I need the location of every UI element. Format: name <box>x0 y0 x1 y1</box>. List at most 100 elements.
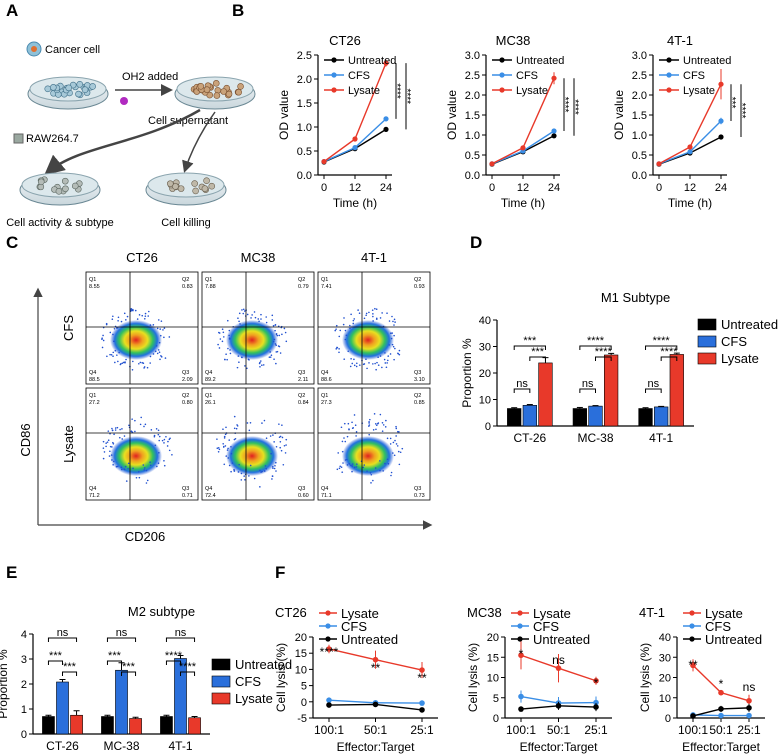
data-point-lysate <box>690 662 696 669</box>
flow-event <box>279 440 282 443</box>
flow-event <box>343 422 346 425</box>
data-point-lysate <box>419 667 425 673</box>
flow-event <box>224 445 227 447</box>
significance-bracket <box>660 356 678 361</box>
y-tick-label: 5 <box>493 693 499 705</box>
flow-event <box>143 469 146 471</box>
y-tick-label: 2.0 <box>632 90 647 102</box>
flow-event <box>271 319 274 321</box>
flow-quadrant-value: Q4 <box>321 486 328 492</box>
significance-bracket <box>645 345 678 350</box>
flow-event <box>372 313 374 315</box>
y-tick-label: 1.0 <box>297 122 312 134</box>
chart-title: MC38 <box>467 605 502 620</box>
flow-quadrant-value: 0.83 <box>182 284 193 290</box>
bar-untreated <box>42 716 55 735</box>
flow-quadrant-value: 27.3 <box>321 400 332 406</box>
legend-label: Lysate <box>533 606 571 621</box>
flow-event <box>345 334 348 337</box>
dish-cell <box>220 88 227 95</box>
legend-label: Lysate <box>516 85 548 97</box>
dish-cell <box>197 83 205 90</box>
flow-event <box>379 355 382 357</box>
data-point-lysate <box>593 677 599 684</box>
data-point-lysate <box>321 158 327 165</box>
flow-event <box>265 467 268 470</box>
y-axis-label: Cell lysis (%) <box>274 643 288 712</box>
flow-event <box>217 343 219 346</box>
flow-event <box>351 465 354 467</box>
flow-event <box>260 313 262 316</box>
flow-event <box>223 463 226 466</box>
flow-event <box>276 334 279 337</box>
flow-event <box>221 328 224 331</box>
flow-event <box>249 421 252 424</box>
flow-event <box>353 364 356 367</box>
flow-quadrant-value: Q3 <box>182 370 189 376</box>
flow-event <box>263 419 266 422</box>
flow-event <box>357 309 359 311</box>
dish-cell <box>172 183 179 190</box>
flow-event <box>101 346 104 349</box>
flow-event <box>112 315 114 318</box>
flow-event <box>278 423 280 425</box>
flow-event <box>285 438 288 441</box>
legend-swatch <box>697 318 717 331</box>
flow-event <box>385 366 388 369</box>
flow-event <box>337 452 340 454</box>
legend-marker <box>666 57 672 63</box>
data-point-untreated <box>326 702 332 708</box>
significance-label: ns <box>57 627 69 639</box>
x-tick-label: 100:1 <box>506 723 536 737</box>
flow-event <box>368 311 370 314</box>
legend-swatch <box>211 675 231 688</box>
data-point-lysate <box>718 689 724 696</box>
significance-label: *** <box>108 650 122 662</box>
significance-label: *** <box>49 650 63 662</box>
flow-quadrant-value: 27.2 <box>89 400 100 406</box>
flow-event <box>121 438 123 440</box>
flow-event <box>395 427 398 430</box>
flow-event <box>157 433 160 436</box>
y-tick-label: 2.5 <box>632 70 647 82</box>
flow-event <box>113 327 116 330</box>
legend-marker <box>517 610 523 616</box>
flow-event <box>338 335 341 338</box>
dish-cell <box>50 84 57 91</box>
flow-event <box>339 465 341 468</box>
flow-event <box>259 469 261 472</box>
data-point-lysate <box>656 161 662 167</box>
y-tick-label: 10 <box>487 673 499 685</box>
data-point-lysate <box>352 136 358 142</box>
significance-label: ns <box>743 680 756 694</box>
flow-event <box>398 349 401 352</box>
flow-event <box>355 435 357 437</box>
x-category-label: 4T-1 <box>168 739 192 753</box>
data-point-lysate <box>746 697 752 704</box>
legend-label: Lysate <box>721 351 759 366</box>
legend-label: CFS <box>348 70 370 82</box>
flow-event <box>150 429 153 431</box>
flow-quadrant-value: Q2 <box>298 277 305 283</box>
y-tick-label: 20 <box>479 368 491 380</box>
arrow-to-killing <box>182 111 216 173</box>
flow-event <box>122 361 125 364</box>
y-tick-label: 2 <box>21 679 27 691</box>
data-point-lysate <box>520 145 526 151</box>
significance-label: ** <box>688 658 698 672</box>
flow-quadrant-value: Q4 <box>321 370 328 376</box>
label-cell-killing: Cell killing <box>161 217 211 229</box>
flow-row-label: Lysate <box>61 425 76 463</box>
chart-F3: 4T-1 0 10 20 30 40 100:1 50:1 25:1 Effector:Targe… <box>638 605 765 754</box>
dish-cell <box>192 187 199 195</box>
flow-event <box>105 442 107 444</box>
flow-quadrant-value: 2.11 <box>298 377 308 383</box>
flow-event <box>163 464 166 467</box>
flow-event <box>272 465 274 468</box>
flow-event <box>366 367 368 370</box>
x-tick-label: 0 <box>656 182 662 194</box>
dish-cell <box>44 85 52 93</box>
bar-lysate <box>129 718 142 735</box>
significance-bracket <box>513 345 546 350</box>
